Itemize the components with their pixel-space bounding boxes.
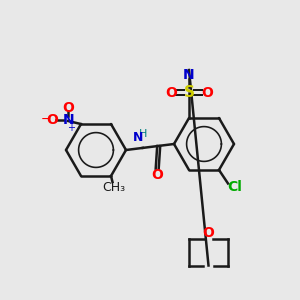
Text: O: O [201, 85, 213, 100]
Text: N: N [183, 68, 195, 82]
Text: O: O [46, 112, 58, 127]
Text: −: − [41, 113, 51, 126]
Text: S: S [184, 85, 194, 100]
Text: O: O [151, 168, 163, 182]
Text: O: O [165, 85, 177, 100]
Text: H: H [139, 130, 147, 140]
Text: N: N [133, 131, 143, 144]
Text: Cl: Cl [227, 180, 242, 194]
Text: O: O [62, 100, 74, 115]
Text: O: O [202, 226, 214, 240]
Text: N: N [62, 112, 74, 127]
Text: CH₃: CH₃ [102, 181, 126, 194]
Text: +: + [67, 123, 75, 133]
